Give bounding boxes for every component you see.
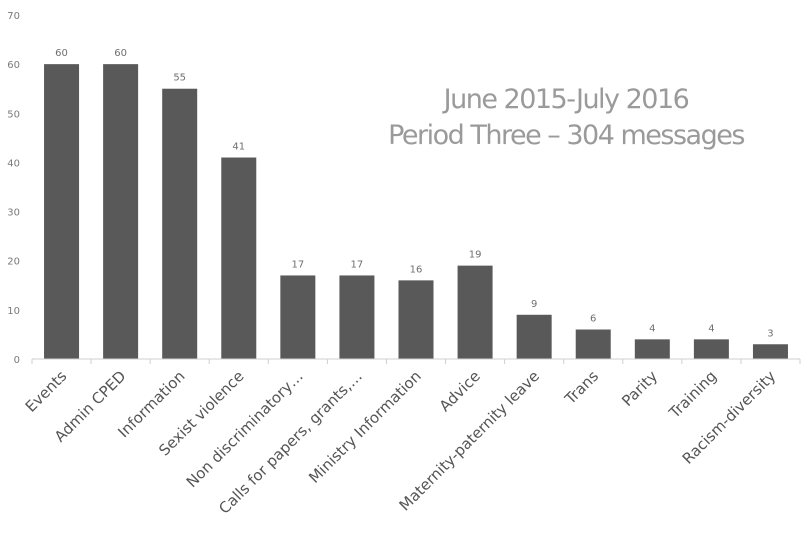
data-label-9: 6 bbox=[590, 314, 596, 325]
bar-5 bbox=[339, 275, 375, 359]
y-tick-label-60: 60 bbox=[7, 60, 20, 71]
y-tick-label-20: 20 bbox=[7, 257, 20, 268]
data-label-3: 41 bbox=[232, 142, 245, 153]
data-label-12: 3 bbox=[767, 328, 773, 339]
data-label-11: 4 bbox=[708, 323, 714, 334]
bars bbox=[44, 64, 788, 360]
bar-4 bbox=[280, 275, 316, 359]
data-label-4: 17 bbox=[291, 259, 304, 270]
chart-title-line-2: Period Three – 304 messages bbox=[388, 120, 744, 151]
bar-12 bbox=[752, 344, 788, 359]
bar-1 bbox=[103, 64, 139, 360]
y-tick-label-70: 70 bbox=[7, 11, 20, 22]
y-tick-label-40: 40 bbox=[7, 158, 20, 169]
x-tick-label-6: Ministry Information bbox=[305, 367, 425, 487]
bar-6 bbox=[398, 280, 434, 359]
bar-9 bbox=[575, 329, 611, 359]
bar-2 bbox=[162, 88, 198, 359]
data-label-2: 55 bbox=[173, 73, 186, 84]
chart-title-line-1: June 2015-July 2016 bbox=[442, 84, 689, 115]
data-labels: 60 60 55 41 17 17 16 19 9 6 4 4 3 bbox=[55, 48, 773, 339]
x-tick-label-0: Events bbox=[22, 367, 71, 416]
bar-10 bbox=[634, 339, 670, 359]
y-tick-label-10: 10 bbox=[7, 306, 20, 317]
y-tick-label-30: 30 bbox=[7, 208, 20, 219]
y-axis: 0 10 20 30 40 50 60 70 bbox=[7, 11, 20, 366]
bar-11 bbox=[693, 339, 729, 359]
bar-8 bbox=[516, 314, 552, 359]
x-tick-label-10: Parity bbox=[618, 367, 661, 410]
data-label-5: 17 bbox=[351, 259, 364, 270]
x-tick-label-7: Advice bbox=[436, 367, 484, 415]
data-label-0: 60 bbox=[55, 48, 68, 59]
y-tick-label-50: 50 bbox=[7, 109, 20, 120]
bar-0 bbox=[44, 64, 80, 360]
data-label-1: 60 bbox=[114, 48, 127, 59]
y-tick-label-0: 0 bbox=[14, 355, 20, 366]
x-tick-marks bbox=[31, 359, 801, 364]
data-label-7: 19 bbox=[469, 250, 482, 261]
bar-3 bbox=[221, 157, 257, 359]
bar-7 bbox=[457, 265, 493, 359]
data-label-10: 4 bbox=[649, 323, 655, 334]
x-tick-label-9: Trans bbox=[561, 367, 603, 409]
data-label-6: 16 bbox=[410, 264, 423, 275]
x-tick-label-4: Non discriminatory… bbox=[183, 367, 307, 491]
data-label-8: 9 bbox=[531, 299, 537, 310]
x-tick-label-11: Training bbox=[665, 367, 720, 422]
